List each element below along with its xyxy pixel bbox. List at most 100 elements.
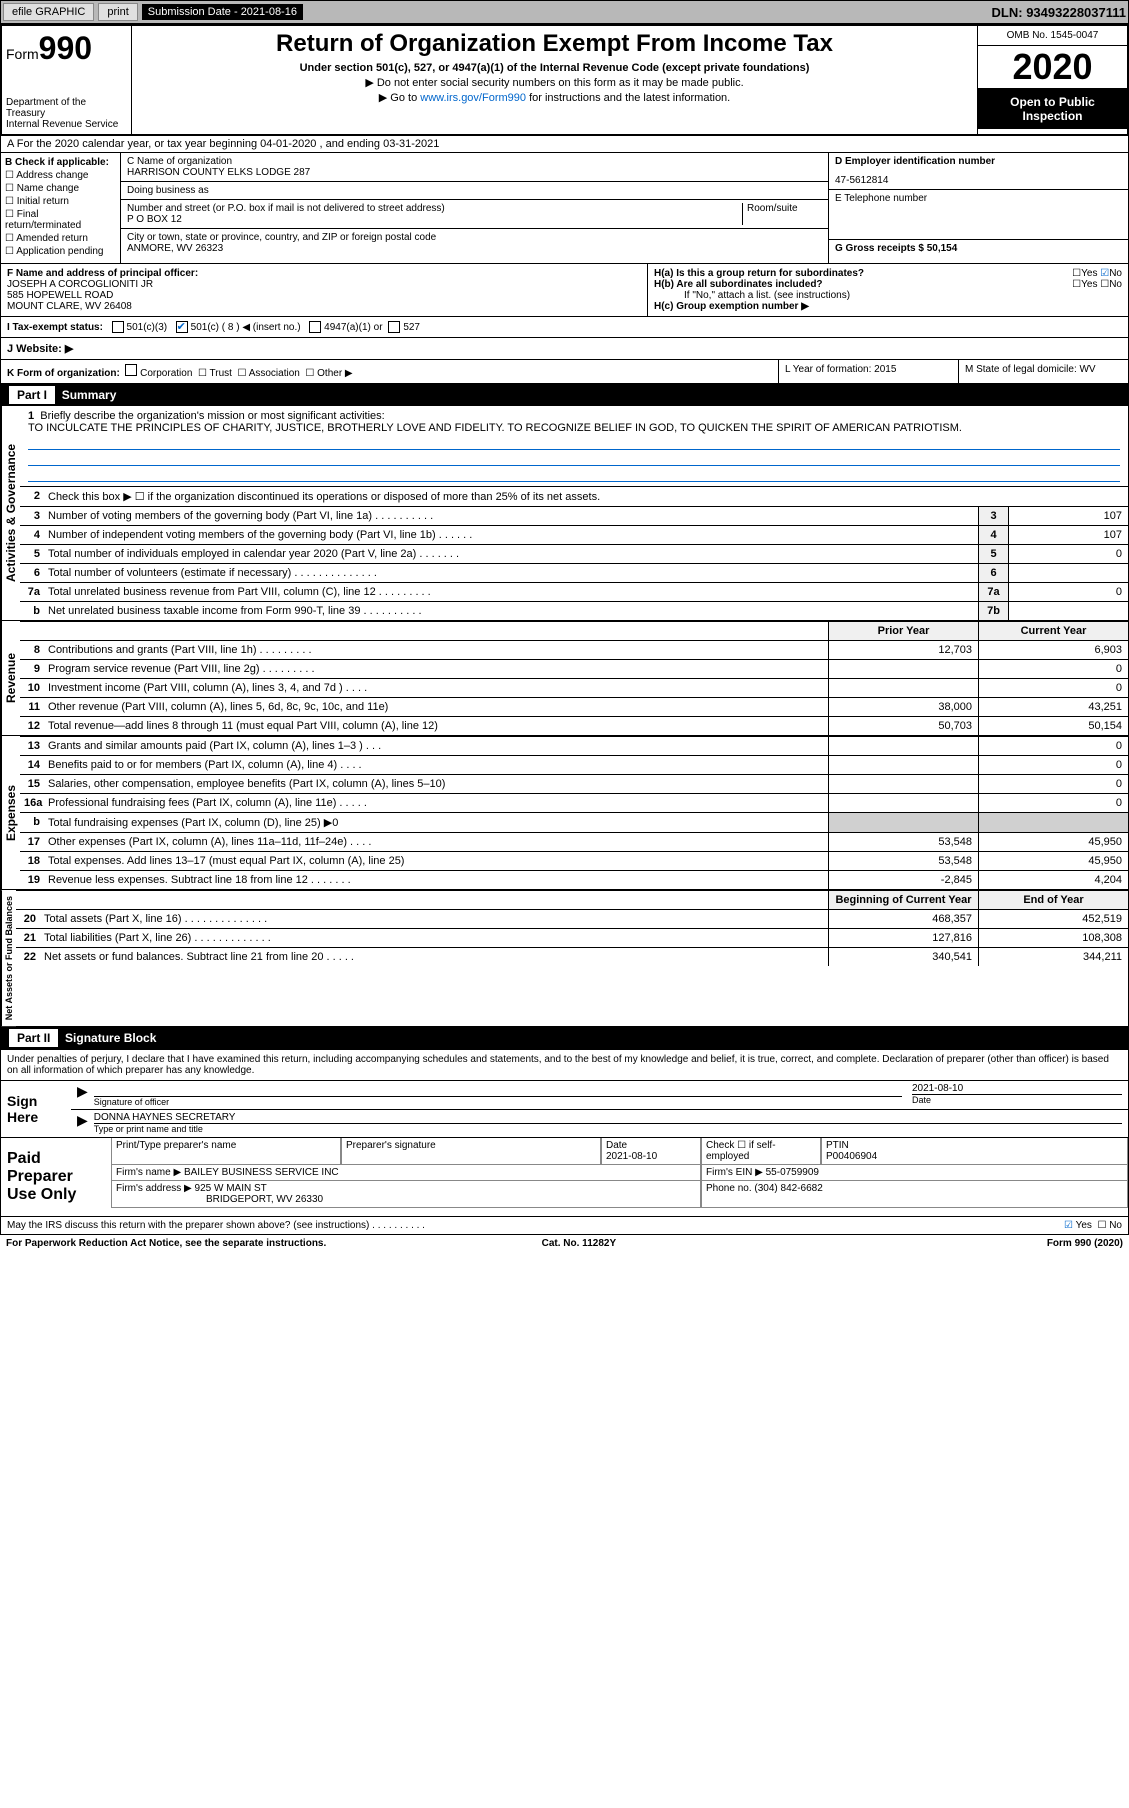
cb-initial-return[interactable]: ☐ Initial return: [5, 196, 116, 207]
col-b-checkboxes: B Check if applicable: ☐ Address change …: [1, 153, 121, 263]
top-bar: efile GRAPHIC print Submission Date - 20…: [0, 0, 1129, 24]
table-row: 13Grants and similar amounts paid (Part …: [20, 736, 1128, 755]
firm-name: BAILEY BUSINESS SERVICE INC: [184, 1167, 339, 1178]
row-f-h: F Name and address of principal officer:…: [0, 264, 1129, 317]
firm-addr2: BRIDGEPORT, WV 26330: [116, 1194, 323, 1205]
sig-date-label: Date: [912, 1095, 1122, 1105]
firm-addr-label: Firm's address ▶: [116, 1183, 192, 1194]
prep-date: Date2021-08-10: [601, 1138, 701, 1165]
firm-phone-label: Phone no.: [706, 1183, 752, 1194]
hb-question: H(b) Are all subordinates included? ☐Yes…: [654, 279, 1122, 290]
table-row: 9Program service revenue (Part VIII, lin…: [20, 659, 1128, 678]
table-row: bTotal fundraising expenses (Part IX, co…: [20, 812, 1128, 832]
table-row: 22Net assets or fund balances. Subtract …: [16, 947, 1128, 966]
table-row: 16aProfessional fundraising fees (Part I…: [20, 793, 1128, 812]
gross-receipts: G Gross receipts $ 50,154: [835, 243, 1122, 254]
sig-declaration: Under penalties of perjury, I declare th…: [0, 1049, 1129, 1081]
sig-name: DONNA HAYNES SECRETARY: [94, 1112, 1122, 1124]
paid-preparer-label: Paid Preparer Use Only: [1, 1138, 111, 1216]
cb-address-change[interactable]: ☐ Address change: [5, 170, 116, 181]
vert-expenses: Expenses: [1, 736, 20, 889]
table-row: 2Check this box ▶ ☐ if the organization …: [20, 486, 1128, 506]
header-grid: B Check if applicable: ☐ Address change …: [0, 153, 1129, 264]
table-row: 20Total assets (Part X, line 16) . . . .…: [16, 909, 1128, 928]
form-number: Form990: [6, 30, 127, 67]
sig-date: 2021-08-10: [912, 1083, 1122, 1095]
summary-netassets: Net Assets or Fund Balances Beginning of…: [0, 890, 1129, 1027]
efile-button[interactable]: efile GRAPHIC: [3, 3, 94, 21]
discuss-row: May the IRS discuss this return with the…: [0, 1217, 1129, 1235]
org-name-label: C Name of organization: [127, 156, 822, 167]
paperwork-notice: For Paperwork Reduction Act Notice, see …: [6, 1238, 326, 1249]
phone-label: E Telephone number: [835, 193, 1122, 204]
table-row: 19Revenue less expenses. Subtract line 1…: [20, 870, 1128, 889]
prep-ptin: PTINP00406904: [821, 1138, 1128, 1165]
form-header: Form990 Department of the Treasury Inter…: [0, 24, 1129, 136]
part1-header: Part I Summary: [0, 384, 1129, 406]
cb-corp[interactable]: [125, 364, 137, 376]
state-domicile: M State of legal domicile: WV: [958, 360, 1128, 383]
sign-here-block: Sign Here ▶ Signature of officer 2021-08…: [0, 1081, 1129, 1138]
table-row: 15Salaries, other compensation, employee…: [20, 774, 1128, 793]
cb-amended[interactable]: ☐ Amended return: [5, 233, 116, 244]
form-subtitle: Under section 501(c), 527, or 4947(a)(1)…: [136, 62, 973, 74]
cat-no: Cat. No. 11282Y: [542, 1238, 616, 1249]
cb-pending[interactable]: ☐ Application pending: [5, 246, 116, 257]
dept-label: Department of the Treasury Internal Reve…: [6, 97, 127, 130]
part2-header: Part II Signature Block: [0, 1027, 1129, 1049]
table-row: 17Other expenses (Part IX, column (A), l…: [20, 832, 1128, 851]
arrow-icon: ▶: [77, 1083, 88, 1107]
vert-revenue: Revenue: [1, 621, 20, 735]
table-row: 14Benefits paid to or for members (Part …: [20, 755, 1128, 774]
prep-self-employed[interactable]: Check ☐ if self-employed: [701, 1138, 821, 1165]
dba-label: Doing business as: [127, 185, 822, 196]
hc-label: H(c) Group exemption number ▶: [654, 301, 1122, 312]
cb-501c[interactable]: [176, 321, 188, 333]
ein-value: 47-5612814: [835, 175, 1122, 186]
omb-number: OMB No. 1545-0047: [978, 26, 1127, 46]
cb-name-change[interactable]: ☐ Name change: [5, 183, 116, 194]
dln: DLN: 93493228037111: [992, 5, 1126, 20]
ha-question: H(a) Is this a group return for subordin…: [654, 268, 1122, 279]
form-title: Return of Organization Exempt From Incom…: [136, 30, 973, 58]
summary-governance: Activities & Governance 1 Briefly descri…: [0, 406, 1129, 621]
cb-4947[interactable]: [309, 321, 321, 333]
sig-name-label: Type or print name and title: [94, 1124, 1122, 1134]
table-row: 4Number of independent voting members of…: [20, 525, 1128, 544]
addr-value: P O BOX 12: [127, 214, 742, 225]
submission-date: Submission Date - 2021-08-16: [142, 4, 303, 20]
end-year-header: End of Year: [978, 891, 1128, 909]
table-row: 21Total liabilities (Part X, line 26) . …: [16, 928, 1128, 947]
firm-name-label: Firm's name ▶: [116, 1167, 181, 1178]
officer-name: JOSEPH A CORCOGLIONITI JR: [7, 279, 641, 290]
prep-name-header: Print/Type preparer's name: [111, 1138, 341, 1165]
mission-text: TO INCULCATE THE PRINCIPLES OF CHARITY, …: [28, 422, 962, 434]
section-a: A For the 2020 calendar year, or tax yea…: [0, 136, 1129, 153]
prep-sig-header: Preparer's signature: [341, 1138, 601, 1165]
org-name: HARRISON COUNTY ELKS LODGE 287: [127, 167, 822, 178]
arrow-icon: ▶: [77, 1112, 88, 1134]
tax-status-row: I Tax-exempt status: 501(c)(3) 501(c) ( …: [0, 317, 1129, 338]
mission-label: Briefly describe the organization's miss…: [40, 410, 384, 422]
ein-label: D Employer identification number: [835, 156, 1122, 167]
row-k: K Form of organization: Corporation ☐ Tr…: [0, 360, 1129, 384]
table-row: 18Total expenses. Add lines 13–17 (must …: [20, 851, 1128, 870]
col-c-org-info: C Name of organization HARRISON COUNTY E…: [121, 153, 828, 263]
officer-addr2: MOUNT CLARE, WV 26408: [7, 301, 641, 312]
current-year-header: Current Year: [978, 622, 1128, 640]
note-link: ▶ Go to www.irs.gov/Form990 for instruct…: [136, 91, 973, 104]
tax-year: 2020: [978, 46, 1127, 89]
begin-year-header: Beginning of Current Year: [828, 891, 978, 909]
summary-expenses: Expenses 13Grants and similar amounts pa…: [0, 736, 1129, 890]
irs-link[interactable]: www.irs.gov/Form990: [420, 92, 526, 104]
firm-ein-label: Firm's EIN ▶: [706, 1167, 763, 1178]
cb-final-return[interactable]: ☐ Final return/terminated: [5, 209, 116, 231]
cb-527[interactable]: [388, 321, 400, 333]
sign-here-label: Sign Here: [1, 1081, 71, 1137]
addr-label: Number and street (or P.O. box if mail i…: [127, 203, 742, 214]
summary-revenue: Revenue Prior Year Current Year 8Contrib…: [0, 621, 1129, 736]
cb-501c3[interactable]: [112, 321, 124, 333]
print-button[interactable]: print: [98, 3, 137, 21]
city-label: City or town, state or province, country…: [127, 232, 822, 243]
room-label: Room/suite: [747, 203, 822, 214]
